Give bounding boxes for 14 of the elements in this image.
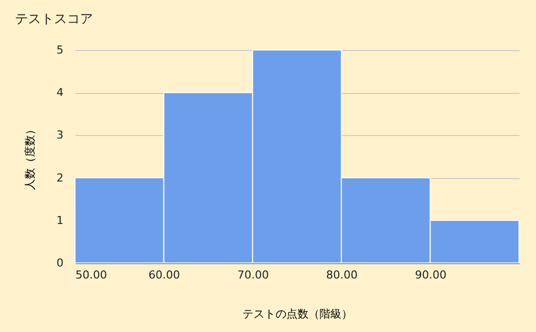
y-tick-label: 3 [56, 128, 64, 142]
y-tick-label: 5 [56, 44, 64, 56]
x-tick-label: 90.00 [414, 268, 446, 282]
x-tick-label: 70.00 [237, 268, 269, 282]
chart-title: テストスコア [15, 12, 93, 27]
x-tick-label: 80.00 [326, 268, 358, 282]
y-tick-label: 1 [56, 214, 64, 227]
y-axis-title: 人数（度数） [24, 124, 36, 190]
x-tick-label: 50.00 [76, 268, 107, 282]
y-tick-label: 4 [56, 86, 64, 100]
y-tick-label: 2 [56, 171, 64, 184]
y-tick-label: 0 [56, 256, 64, 270]
x-tick-label: 60.00 [148, 268, 180, 282]
x-axis-title: テストの点数（階級） [242, 308, 352, 320]
